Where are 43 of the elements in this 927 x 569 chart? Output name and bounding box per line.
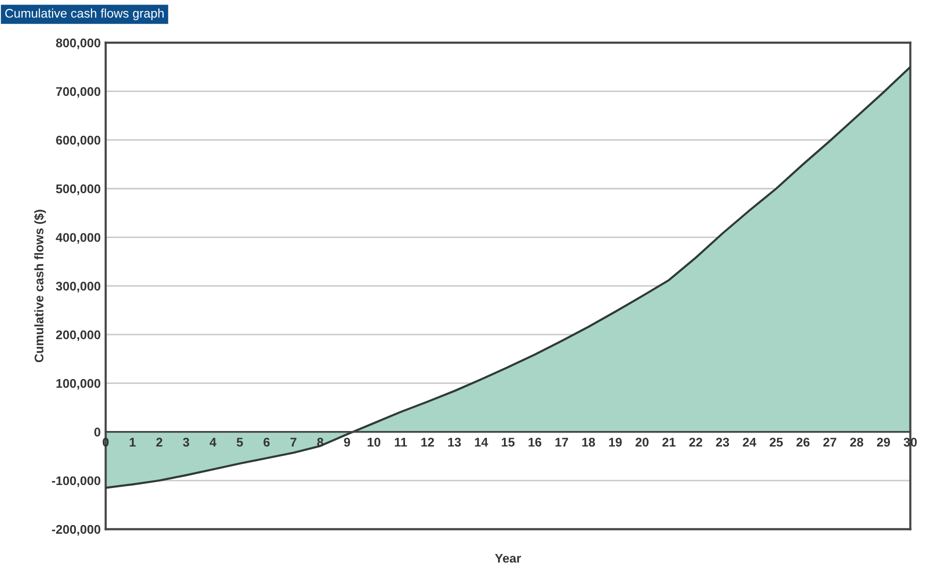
x-tick-label: 26 (796, 438, 810, 447)
y-tick-label: 400,000 (56, 233, 100, 244)
x-tick-label: 23 (716, 438, 730, 447)
x-tick-label: 11 (394, 438, 407, 446)
x-tick-label: 1 (130, 438, 136, 446)
y-tick-label: 800,000 (56, 38, 100, 50)
x-tick-label: 2 (156, 438, 162, 446)
x-tick-label: 4 (210, 438, 216, 446)
y-tick-label: 600,000 (56, 136, 100, 146)
x-tick-label: 3 (182, 438, 190, 447)
x-tick-label: 27 (823, 438, 836, 446)
y-tick-label: -200,000 (52, 524, 100, 536)
x-tick-label: 20 (636, 438, 649, 447)
x-tick-label: 9 (344, 438, 350, 447)
x-tick-label: 6 (264, 438, 270, 447)
y-tick-label: 500,000 (56, 184, 100, 196)
x-tick-label: 14 (475, 438, 488, 446)
x-tick-label: 19 (609, 438, 622, 447)
x-tick-label: 25 (770, 438, 783, 447)
x-tick-label: 8 (317, 438, 324, 447)
x-tick-label: 28 (850, 438, 864, 447)
y-axis-title: Cumulative cash flows ($) (34, 210, 46, 362)
x-tick-label: 12 (421, 438, 434, 446)
y-tick-label: 0 (94, 428, 100, 437)
y-tick-label: 300,000 (56, 282, 100, 292)
y-tick-label: 100,000 (56, 379, 100, 390)
x-tick-label: 13 (448, 438, 461, 447)
y-tick-label: 200,000 (56, 330, 100, 342)
x-tick-label: 5 (236, 438, 243, 447)
y-tick-label: 700,000 (56, 87, 100, 98)
chart-title: Cumulative cash flows graph (5, 8, 164, 20)
x-tick-label: 21 (662, 438, 676, 446)
x-tick-label: 18 (582, 438, 596, 447)
x-tick-label: 10 (368, 438, 380, 447)
x-tick-label: 16 (528, 438, 542, 447)
x-tick-label: 7 (290, 438, 296, 446)
y-tick-label: -100,000 (52, 476, 100, 487)
x-tick-label: 24 (742, 438, 756, 446)
x-tick-label: 17 (555, 438, 568, 446)
x-tick-label: 15 (502, 438, 515, 447)
x-tick-label: 29 (876, 438, 890, 447)
x-axis-title: Year (495, 554, 522, 563)
x-tick-label: 22 (689, 438, 702, 446)
